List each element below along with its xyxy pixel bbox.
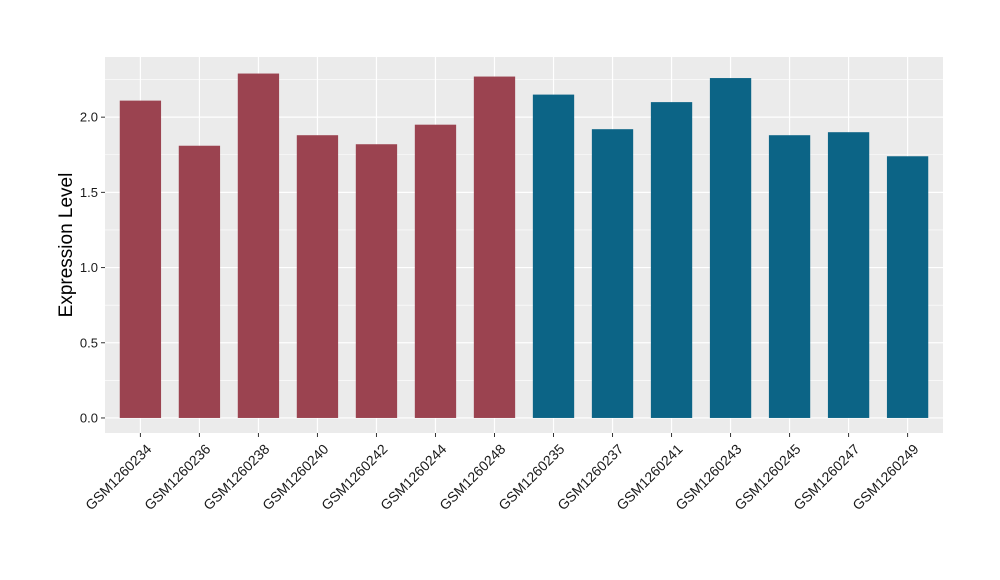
y-axis-title: Expression Level	[56, 173, 77, 318]
y-tick-label: 0.5	[80, 335, 98, 350]
y-tick-label: 2.0	[80, 110, 98, 125]
bar-GSM1260242	[355, 144, 398, 418]
bar-GSM1260243	[709, 78, 752, 418]
bar-GSM1260236	[178, 145, 221, 418]
bar-GSM1260235	[532, 94, 575, 418]
y-tick-label: 0.0	[80, 410, 98, 425]
y-tick-label: 1.0	[80, 260, 98, 275]
y-tick-label: 1.5	[80, 185, 98, 200]
bar-GSM1260237	[591, 129, 634, 418]
bar-GSM1260244	[414, 124, 457, 418]
bars-group	[119, 73, 929, 418]
bar-GSM1260238	[237, 73, 280, 418]
bar-GSM1260240	[296, 135, 339, 418]
bar-GSM1260234	[119, 100, 162, 418]
x-axis: GSM1260234GSM1260236GSM1260238GSM1260240…	[82, 433, 922, 513]
plot-panel	[105, 57, 943, 433]
bar-GSM1260247	[827, 132, 870, 418]
bar-GSM1260241	[650, 102, 693, 418]
bar-GSM1260245	[768, 135, 811, 418]
bar-GSM1260249	[886, 156, 929, 418]
bar-GSM1260248	[473, 76, 516, 418]
y-axis: 0.0 0.5 1.0 1.5 2.0	[80, 110, 105, 425]
